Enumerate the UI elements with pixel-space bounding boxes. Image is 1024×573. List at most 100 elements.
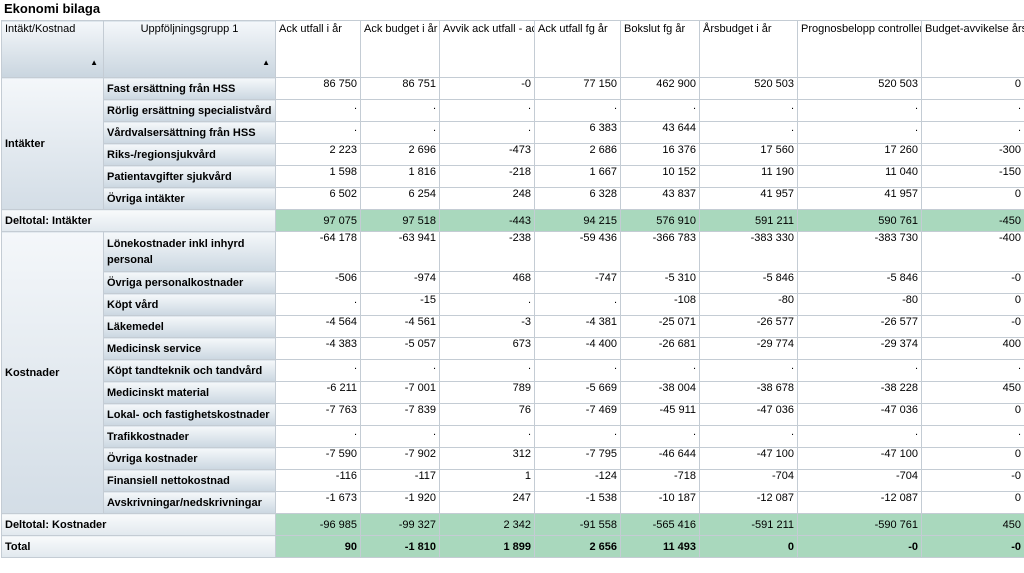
- value-cell: .: [275, 99, 361, 122]
- value-cell: .: [360, 99, 440, 122]
- value-cell: 6 328: [534, 187, 621, 210]
- row-label[interactable]: Övriga intäkter: [103, 187, 276, 210]
- value-cell: -29 774: [699, 337, 798, 360]
- header-intakt-kostnad[interactable]: Intäkt/Kostnad ▲: [1, 20, 104, 78]
- subtotal-row: Deltotal: Intäkter 97 075 97 518 -443 94 215…: [1, 209, 1024, 232]
- value-cell: -124: [534, 469, 621, 492]
- value-cell: .: [620, 359, 700, 382]
- table-row: Vårdvalsersättning från HSS... 6 383 43 64…: [2, 121, 1024, 144]
- value-cell: .: [360, 121, 440, 144]
- value-cell: .: [534, 359, 621, 382]
- value-cell: -46 644: [620, 447, 700, 470]
- row-label[interactable]: Köpt vård: [103, 293, 276, 316]
- value-cell: .: [699, 425, 798, 448]
- header-uppfoljningsgrupp[interactable]: Uppföljningsgrupp 1 ▲: [103, 20, 276, 78]
- table-row: Intäkter Fast ersättning från HSS 86 750 86…: [1, 77, 1024, 210]
- value-cell: -45 911: [620, 403, 700, 426]
- header-budgetavvikelse[interactable]: Budget-avvikelse årsprognos: [921, 20, 1024, 78]
- table-row: Riks-/regionsjukvård 2 223 2 696 -473 2 686 1…: [2, 143, 1024, 166]
- value-cell: 520 503: [699, 77, 798, 100]
- value-cell: -4 400: [534, 337, 621, 360]
- value-cell: 6 254: [360, 187, 440, 210]
- subtotal-value: -96 985: [275, 513, 361, 536]
- row-label[interactable]: Vårdvalsersättning från HSS: [103, 121, 276, 144]
- sort-ascending-icon[interactable]: ▲: [90, 58, 98, 67]
- value-cell: -5 669: [534, 381, 621, 404]
- header-prognosbelopp[interactable]: Prognosbelopp controller i år: [797, 20, 922, 78]
- row-label[interactable]: Läkemedel: [103, 315, 276, 338]
- header-ack-budget[interactable]: Ack budget i år: [360, 20, 440, 78]
- value-cell: 450: [921, 381, 1024, 404]
- row-label[interactable]: Fast ersättning från HSS: [103, 77, 276, 100]
- value-cell: -4 564: [275, 315, 361, 338]
- value-cell: -47 100: [797, 447, 922, 470]
- value-cell: .: [534, 425, 621, 448]
- value-cell: 0: [921, 403, 1024, 426]
- row-label[interactable]: Finansiell nettokostnad: [103, 469, 276, 492]
- value-cell: 1: [439, 469, 535, 492]
- value-cell: 462 900: [620, 77, 700, 100]
- sort-ascending-icon[interactable]: ▲: [262, 58, 270, 67]
- value-cell: -0: [921, 271, 1024, 294]
- row-label[interactable]: Patientavgifter sjukvård: [103, 165, 276, 188]
- value-cell: -718: [620, 469, 700, 492]
- table-row: Patientavgifter sjukvård 1 598 1 816 -218 1 …: [2, 165, 1024, 188]
- value-cell: 17 560: [699, 143, 798, 166]
- value-cell: 17 260: [797, 143, 922, 166]
- value-cell: -7 590: [275, 447, 361, 470]
- row-label[interactable]: Medicinskt material: [103, 381, 276, 404]
- value-cell: .: [797, 121, 922, 144]
- subtotal-label[interactable]: Deltotal: Intäkter: [1, 209, 276, 232]
- value-cell: .: [699, 121, 798, 144]
- value-cell: .: [275, 121, 361, 144]
- row-label[interactable]: Lokal- och fastighetskostnader: [103, 403, 276, 426]
- value-cell: 11 190: [699, 165, 798, 188]
- value-cell: -238: [439, 231, 535, 272]
- subtotal-value: 591 211: [699, 209, 798, 232]
- value-cell: .: [797, 359, 922, 382]
- row-label[interactable]: Övriga kostnader: [103, 447, 276, 470]
- value-cell: 520 503: [797, 77, 922, 100]
- row-label[interactable]: Lönekostnader inkl inhyrd personal: [103, 231, 276, 272]
- subtotal-label[interactable]: Deltotal: Kostnader: [1, 513, 276, 536]
- header-avvik-ack[interactable]: Avvik ack utfall - ack budget: [439, 20, 535, 78]
- group-label[interactable]: Intäkter: [1, 77, 104, 210]
- value-cell: -4 383: [275, 337, 361, 360]
- value-cell: 77 150: [534, 77, 621, 100]
- row-label[interactable]: Trafikkostnader: [103, 425, 276, 448]
- value-cell: -974: [360, 271, 440, 294]
- row-label[interactable]: Medicinsk service: [103, 337, 276, 360]
- subtotal-value: 576 910: [620, 209, 700, 232]
- value-cell: -4 381: [534, 315, 621, 338]
- value-cell: -7 763: [275, 403, 361, 426]
- value-cell: -5 310: [620, 271, 700, 294]
- header-ack-utfall-fg[interactable]: Ack utfall fg år: [534, 20, 621, 78]
- header-arsbudget[interactable]: Årsbudget i år: [699, 20, 798, 78]
- value-cell: -29 374: [797, 337, 922, 360]
- subtotal-value: -99 327: [360, 513, 440, 536]
- row-label[interactable]: Rörlig ersättning specialistvård: [103, 99, 276, 122]
- row-label[interactable]: Övriga personalkostnader: [103, 271, 276, 294]
- row-label[interactable]: Riks-/regionsjukvård: [103, 143, 276, 166]
- value-cell: -747: [534, 271, 621, 294]
- subtotal-value: 590 761: [797, 209, 922, 232]
- value-cell: .: [360, 425, 440, 448]
- value-cell: -12 087: [699, 491, 798, 514]
- value-cell: -473: [439, 143, 535, 166]
- value-cell: .: [275, 293, 361, 316]
- value-cell: -7 001: [360, 381, 440, 404]
- value-cell: -59 436: [534, 231, 621, 272]
- value-cell: 11 040: [797, 165, 922, 188]
- value-cell: .: [439, 425, 535, 448]
- group-label[interactable]: Kostnader: [1, 231, 104, 514]
- subtotal-value: 97 075: [275, 209, 361, 232]
- subtotal-value: 94 215: [534, 209, 621, 232]
- row-label[interactable]: Köpt tandteknik och tandvård: [103, 359, 276, 382]
- total-label[interactable]: Total: [1, 535, 276, 558]
- value-cell: -0: [921, 469, 1024, 492]
- value-cell: 0: [921, 77, 1024, 100]
- header-ack-utfall[interactable]: Ack utfall i år: [275, 20, 361, 78]
- row-label[interactable]: Avskrivningar/nedskrivningar: [103, 491, 276, 514]
- value-cell: .: [699, 359, 798, 382]
- header-bokslut-fg[interactable]: Bokslut fg år: [620, 20, 700, 78]
